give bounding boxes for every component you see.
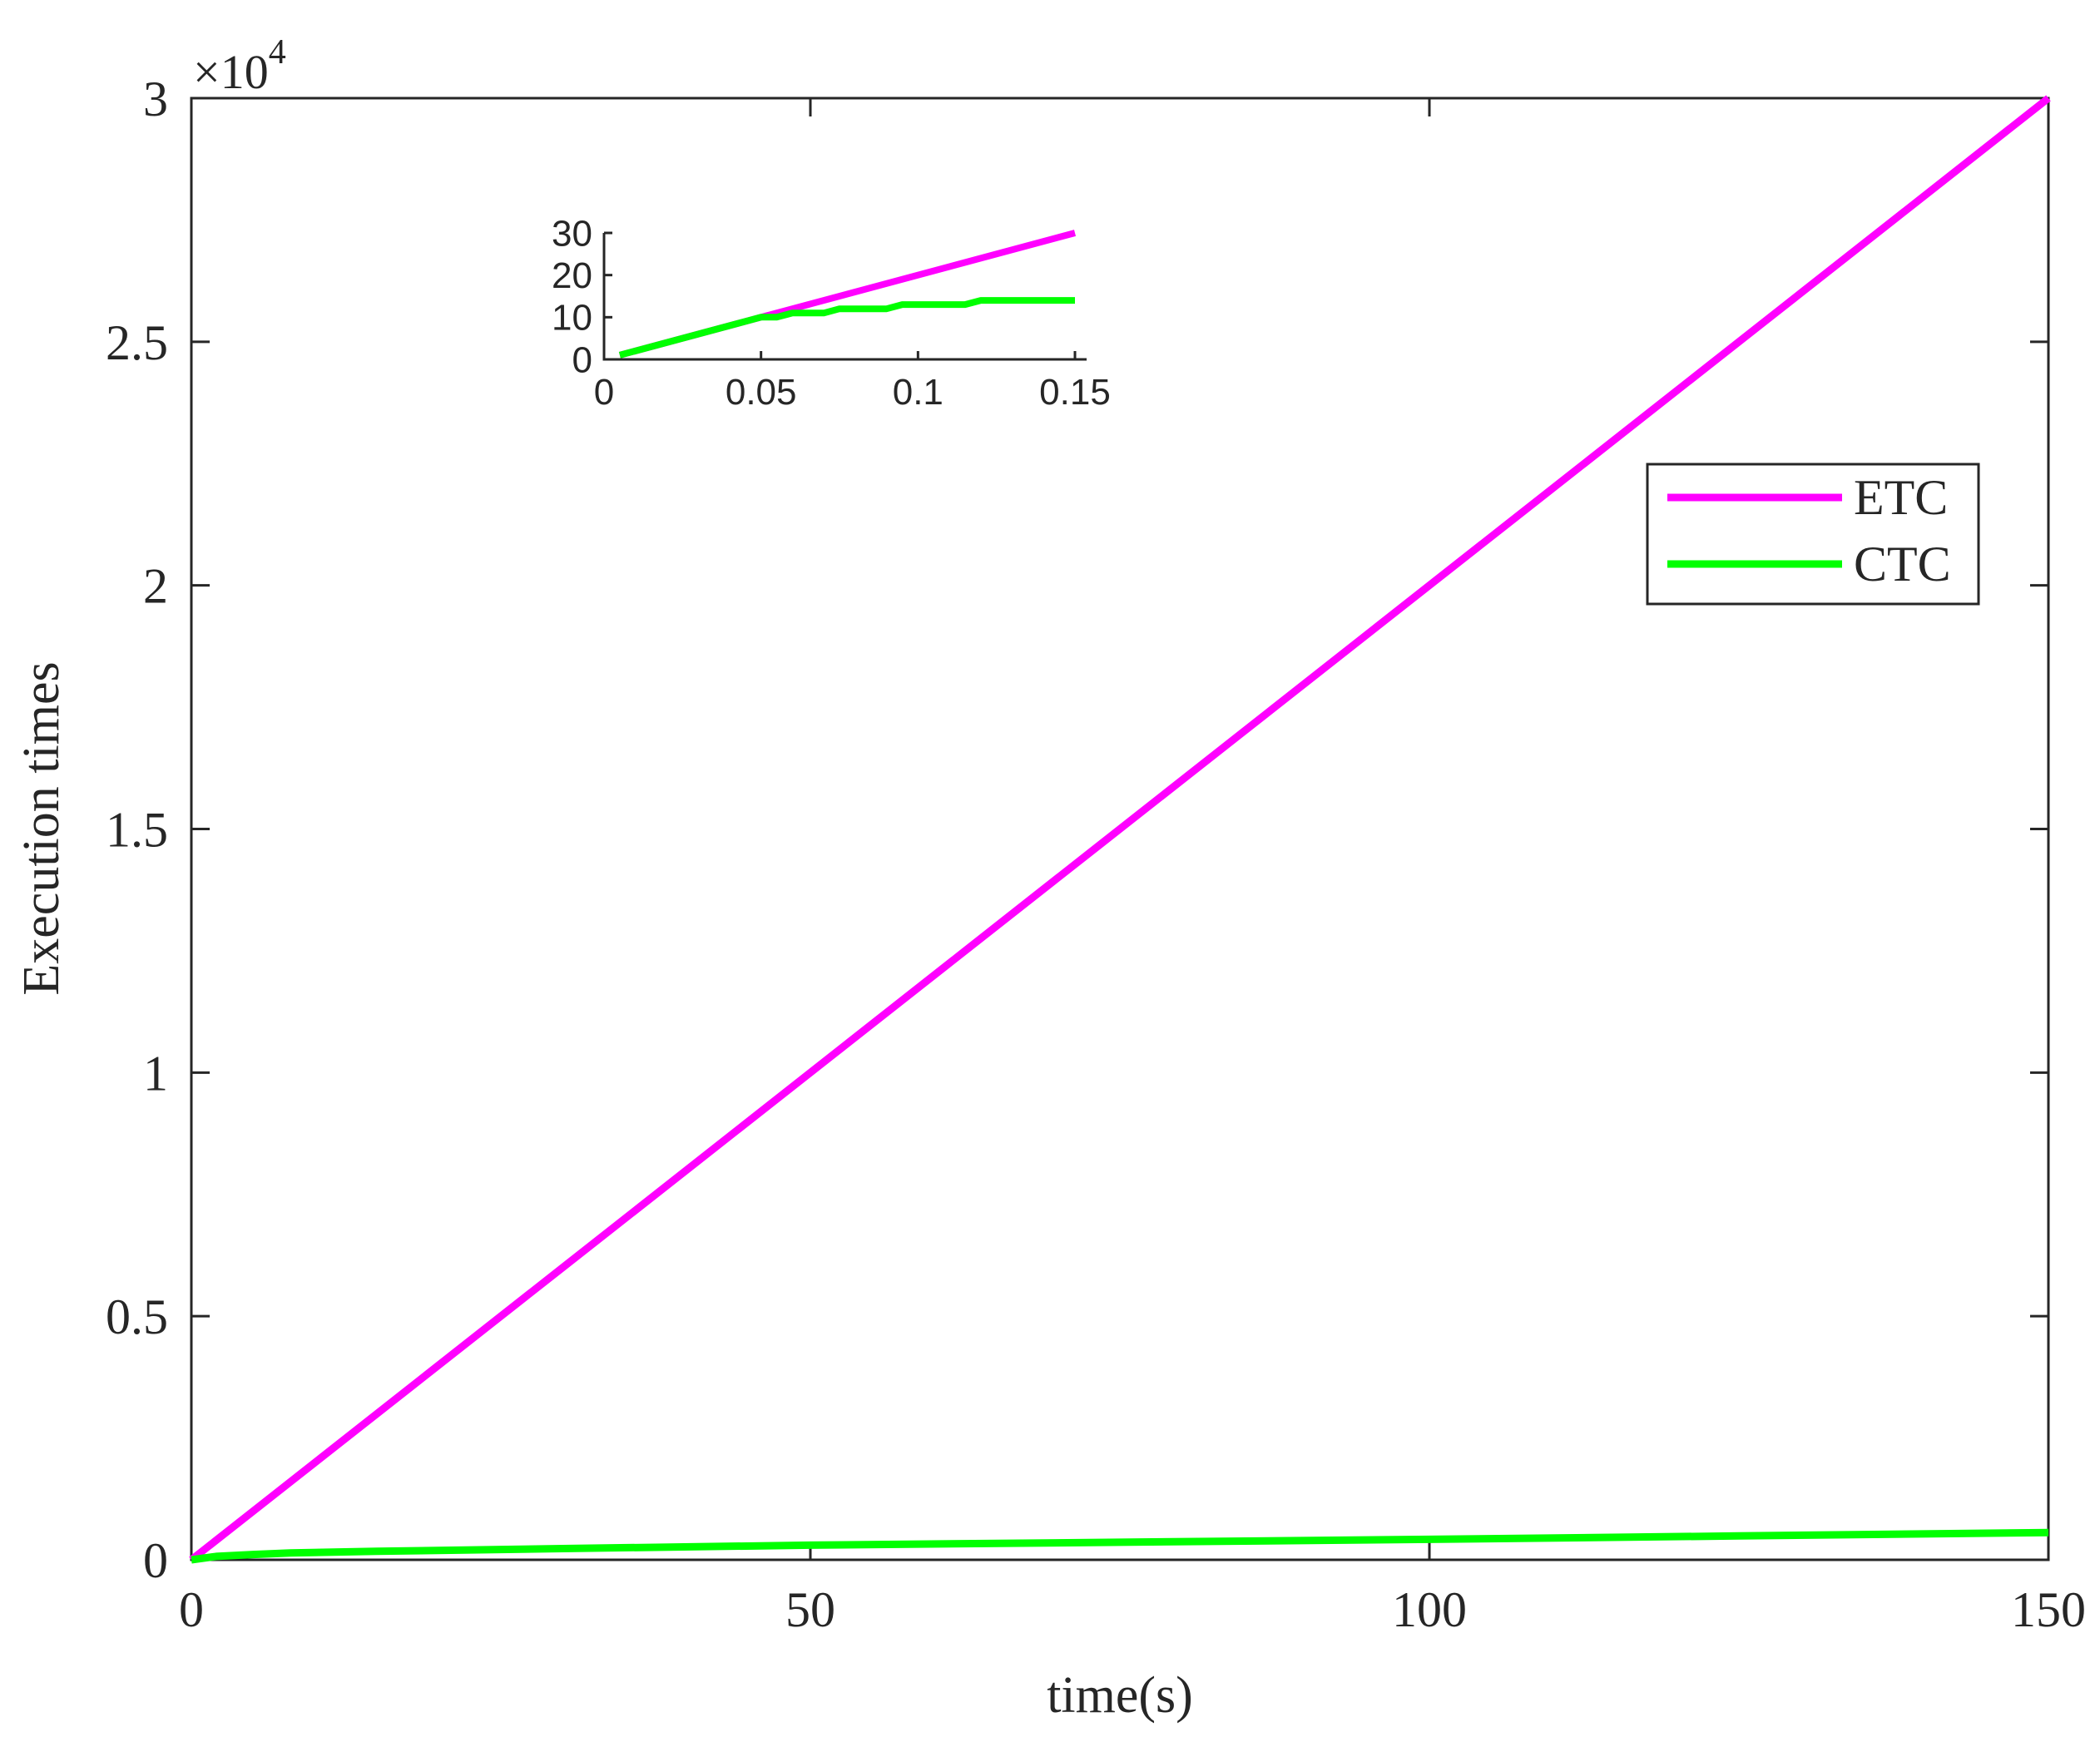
inset-y-tick-label: 20: [552, 255, 592, 296]
main-x-tick-label: 0: [179, 1582, 204, 1637]
main-plot: 0 50 100 150 00.511.522.53 time(s) Executio…: [13, 33, 2086, 1724]
main-series-line-etc: [189, 95, 2051, 1563]
main-y-tick-label: 1.5: [106, 803, 168, 858]
y-exponent-base: ×10: [193, 45, 269, 99]
inset-x-tick-label: 0.05: [726, 372, 797, 413]
main-series-lines: [189, 95, 2051, 1564]
main-y-tick-label: 3: [143, 72, 168, 126]
legend-box: [1646, 463, 1980, 606]
main-x-tick-labels: 0 50 100 150: [179, 1582, 2086, 1637]
inset-y-tick-label: 10: [552, 298, 592, 339]
main-y-tick-label: 2.5: [106, 315, 168, 370]
main-y-tick-label: 0.5: [106, 1289, 168, 1344]
main-x-tick-label: 100: [1392, 1582, 1467, 1637]
legend-label-ctc: CTC: [1854, 537, 1951, 591]
main-y-tick-labels: 0 0.5 1 1.5 2 2.5 3: [106, 72, 168, 1588]
inset-x-tick-label: 0: [594, 372, 614, 413]
inset-x-tick-labels: 0 0.05 0.1 0.15: [594, 372, 1111, 413]
main-x-tick-label: 150: [2011, 1582, 2086, 1637]
legend-label-etc: ETC: [1854, 470, 1948, 525]
main-x-tick-label: 50: [785, 1582, 835, 1637]
main-series-line-ctc: [191, 1528, 2049, 1564]
main-y-tick-label: 1: [143, 1046, 168, 1101]
x-axis-label: time(s): [1047, 1667, 1193, 1724]
inset-x-tick-label: 0.1: [893, 372, 944, 413]
inset-y-tick-label: 0: [572, 339, 592, 380]
y-exponent-label: ×104: [193, 33, 286, 99]
main-y-tick-label: 2: [143, 559, 168, 614]
svg-text:×104: ×104: [193, 33, 286, 99]
legend: ETC CTC: [1646, 463, 1980, 606]
y-exponent-power: 4: [269, 33, 286, 72]
inset-series-line-series-1: [618, 297, 1075, 359]
inset-x-tick-label: 0.15: [1039, 372, 1111, 413]
main-y-tick-label: 0: [143, 1533, 168, 1588]
inset-series-lines: [618, 230, 1077, 359]
y-axis-label: Execution times: [13, 661, 70, 995]
inset-y-tick-label: 30: [552, 213, 592, 254]
inset-ticks: [602, 231, 1077, 361]
